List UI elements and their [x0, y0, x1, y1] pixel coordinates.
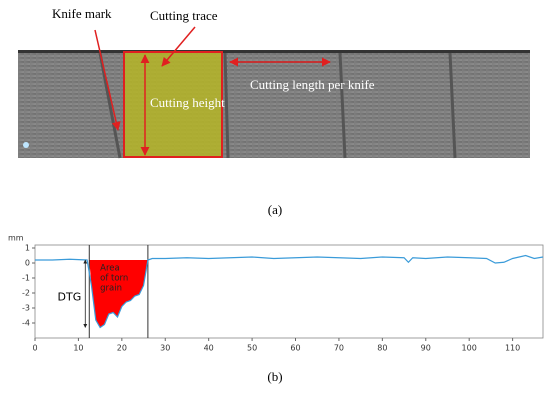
- x-tick-label: 50: [247, 344, 257, 353]
- panel-a-image: [18, 50, 530, 159]
- arrow: [94, 29, 121, 131]
- y-tick-label: -3: [22, 304, 30, 313]
- x-tick-label: 20: [117, 344, 127, 353]
- annotation: of torn: [100, 274, 128, 284]
- caption: (a): [268, 202, 282, 217]
- y-tick-label: -4: [22, 319, 30, 328]
- x-tick-label: 110: [505, 344, 520, 353]
- label: Cutting height: [150, 95, 225, 110]
- label: Knife mark: [52, 6, 112, 21]
- y-tick-label: 0: [25, 259, 30, 268]
- y-tick-label: -2: [22, 289, 30, 298]
- annotation: Area: [100, 264, 120, 274]
- x-tick-label: 10: [73, 344, 83, 353]
- x-tick-label: 60: [290, 344, 300, 353]
- torn-grain-area: [89, 260, 148, 328]
- label: Cutting length per knife: [250, 77, 375, 92]
- x-tick-label: 80: [377, 344, 387, 353]
- x-tick-label: 70: [334, 344, 344, 353]
- label: Cutting trace: [150, 8, 218, 23]
- y-tick-label: 1: [25, 244, 30, 253]
- arrow: [161, 26, 196, 67]
- x-tick-label: 100: [462, 344, 477, 353]
- profile-line: [35, 254, 544, 329]
- x-tick-label: 30: [160, 344, 170, 353]
- x-tick-label: 40: [204, 344, 214, 353]
- caption: (b): [267, 369, 282, 384]
- x-tick-label: 0: [32, 344, 37, 353]
- annotation: grain: [100, 284, 122, 294]
- y-tick-label: -1: [22, 274, 30, 283]
- x-tick-label: 90: [421, 344, 431, 353]
- y-unit: mm: [8, 234, 24, 243]
- annotation: DTG: [58, 291, 82, 304]
